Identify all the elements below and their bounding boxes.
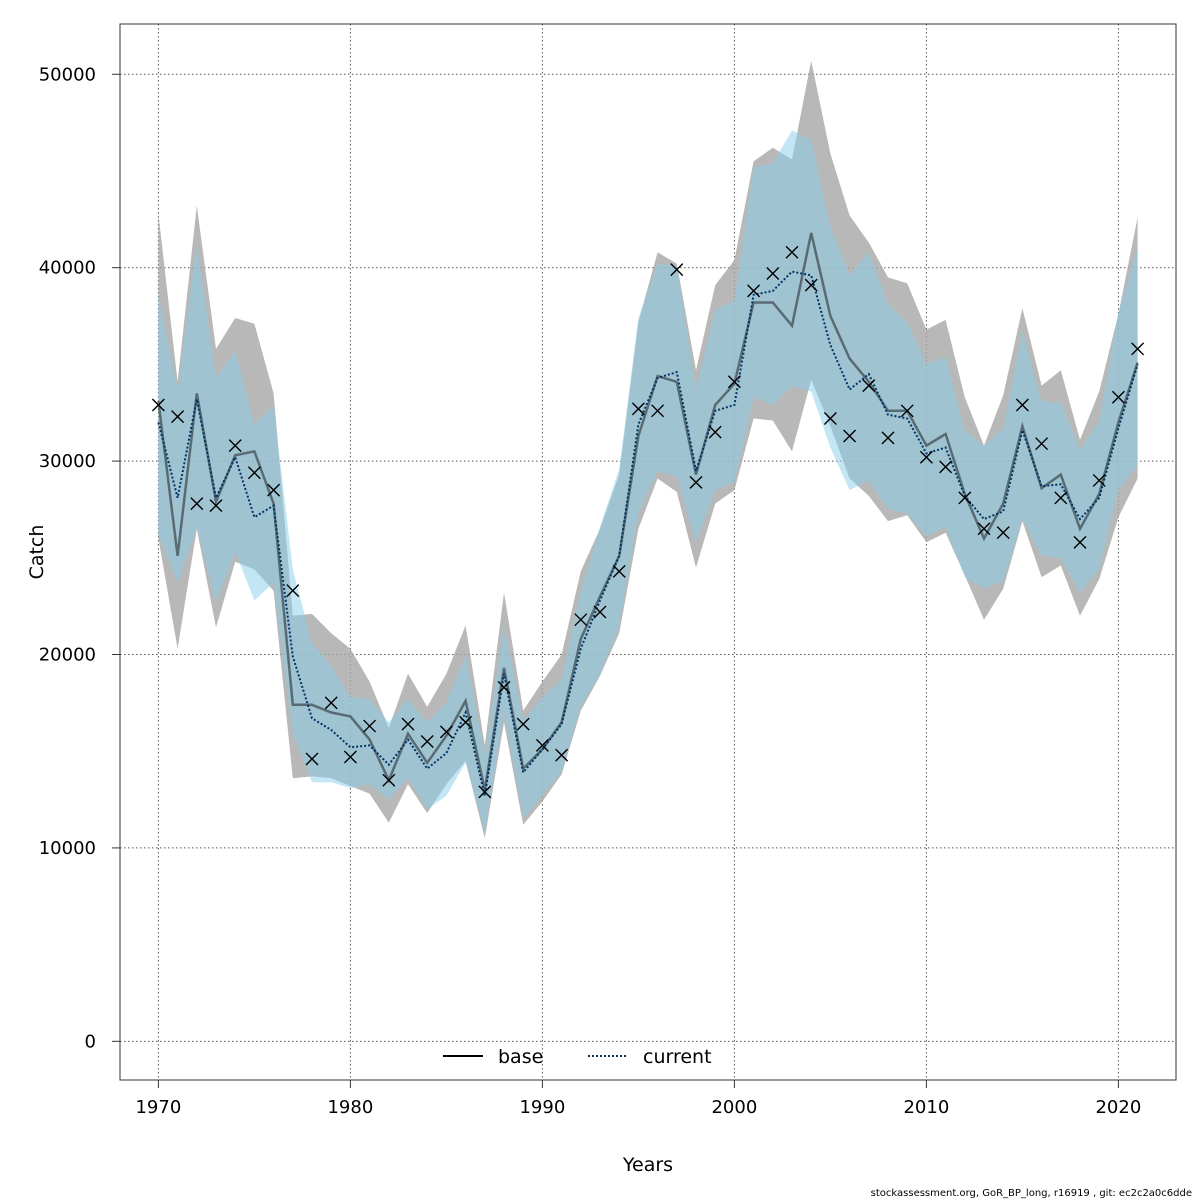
observed-marker (228, 439, 242, 453)
observed-marker (535, 738, 549, 752)
observed-marker (1035, 437, 1049, 451)
observed-markers (151, 245, 1145, 799)
observed-marker (343, 750, 357, 764)
observed-marker (305, 752, 319, 766)
y-tick-label: 10000 (39, 838, 96, 859)
observed-marker (631, 402, 645, 416)
observed-marker (708, 425, 722, 439)
y-tick-label: 40000 (39, 258, 96, 279)
observed-marker (1054, 491, 1068, 505)
observed-marker (382, 773, 396, 787)
observed-marker (1092, 473, 1106, 487)
observed-marker (497, 680, 511, 694)
confidence-bands (158, 60, 1138, 839)
y-tick-label: 20000 (39, 645, 96, 666)
footer-credit: stockassessment.org, GoR_BP_long, r16919… (870, 1188, 1192, 1199)
observed-marker (862, 379, 876, 393)
observed-marker (766, 267, 780, 280)
x-tick-label: 1990 (519, 1097, 565, 1118)
x-tick-label: 2020 (1095, 1097, 1141, 1118)
observed-marker (190, 497, 204, 511)
observed-marker (171, 410, 185, 424)
observed-marker (267, 483, 281, 497)
observed-marker (247, 466, 261, 480)
observed-marker (823, 412, 837, 426)
observed-marker (804, 278, 818, 292)
observed-marker (574, 613, 588, 627)
legend-label-current: current (643, 1046, 712, 1068)
observed-marker (286, 584, 300, 598)
observed-marker (939, 460, 953, 474)
observed-marker (958, 491, 972, 505)
observed-marker (151, 398, 165, 412)
y-axis-title: Catch (26, 525, 48, 580)
observed-marker (324, 696, 338, 710)
observed-marker (881, 431, 895, 445)
observed-marker (747, 284, 761, 298)
observed-marker (1073, 535, 1087, 549)
observed-marker (363, 719, 377, 733)
legend-label-base: base (498, 1046, 543, 1068)
series-line-base (157, 232, 1139, 791)
axes: 1970 1980 1990 2000 2010 2020 0 10000 20000 30000… (39, 64, 1142, 1118)
observed-marker (727, 375, 741, 389)
observed-marker (593, 605, 607, 619)
series-lines (157, 232, 1139, 796)
x-tick-label: 2000 (711, 1097, 757, 1118)
observed-marker (555, 748, 569, 762)
observed-marker (977, 522, 991, 536)
series-line-current (157, 270, 1139, 796)
x-tick-label: 1970 (135, 1097, 181, 1118)
observed-marker (919, 450, 933, 464)
observed-marker (670, 263, 684, 277)
legend: base current (443, 1046, 712, 1068)
band-current (158, 130, 1138, 833)
y-tick-label: 50000 (39, 64, 96, 85)
observed-marker (478, 785, 492, 799)
observed-marker (209, 499, 223, 513)
observed-marker (689, 475, 703, 489)
observed-marker (516, 717, 530, 731)
observed-marker (843, 429, 857, 443)
observed-marker (459, 715, 473, 729)
plot-frame (119, 23, 1177, 1081)
observed-marker (651, 404, 665, 418)
x-tick-label: 1980 (327, 1097, 373, 1118)
observed-marker (401, 717, 415, 731)
observed-marker (439, 725, 453, 739)
observed-marker (1015, 398, 1029, 412)
observed-marker (612, 564, 626, 578)
observed-marker (420, 735, 434, 749)
observed-marker (900, 404, 914, 418)
y-tick-label: 0 (85, 1031, 96, 1052)
x-axis-title: Years (622, 1154, 673, 1176)
observed-marker (1111, 390, 1125, 404)
y-tick-label: 30000 (39, 451, 96, 472)
observed-marker (785, 245, 799, 259)
observed-marker (996, 526, 1010, 540)
x-tick-label: 2010 (903, 1097, 949, 1118)
observed-marker (1131, 342, 1145, 356)
